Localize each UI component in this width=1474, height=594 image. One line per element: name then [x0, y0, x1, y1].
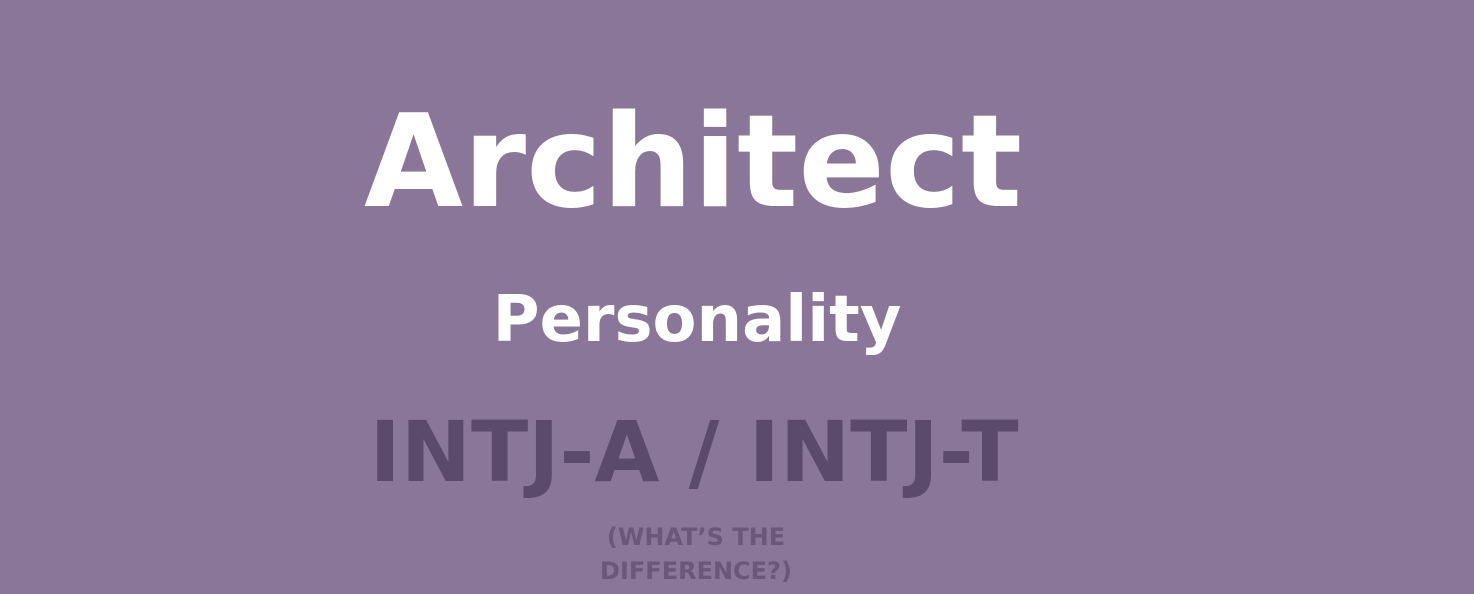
- personality-title: Architect: [363, 88, 1023, 237]
- personality-subtitle: Personality: [492, 283, 902, 357]
- personality-type-code: INTJ-A / INTJ-T: [369, 403, 1019, 501]
- difference-link[interactable]: (WHAT’S THE DIFFERENCE?): [600, 523, 792, 585]
